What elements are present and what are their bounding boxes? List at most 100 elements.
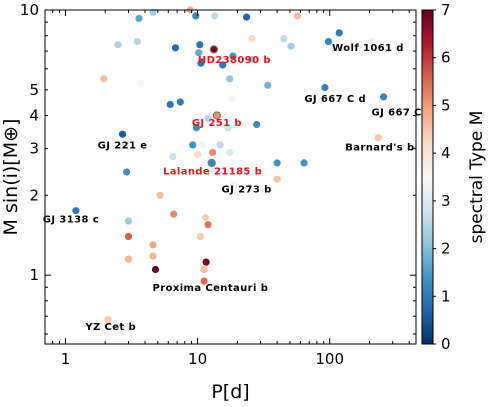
colorbar-label: spectral Type M [467, 111, 487, 244]
data-point [171, 44, 180, 52]
data-point [197, 59, 205, 67]
colorbar-tick-label: 5 [441, 96, 451, 114]
planet-annotations: HD238090 b Wolf 1061 d GJ 667 C d GJ 667 C … [43, 43, 434, 333]
data-point [196, 232, 204, 240]
data-point [192, 124, 200, 132]
data-point [374, 134, 382, 142]
planet-label: Wolf 1061 d [332, 43, 404, 54]
x-tick-label: 10 [188, 350, 207, 368]
data-point [230, 180, 238, 188]
data-point [124, 255, 133, 263]
data-point [248, 35, 256, 43]
y-tick-label: 3 [29, 140, 39, 158]
data-point [380, 93, 388, 101]
colorbar [421, 9, 434, 345]
data-point [195, 49, 203, 57]
data-point [335, 29, 343, 37]
x-tick-label: 100 [315, 350, 344, 368]
data-point [166, 100, 174, 109]
data-point [264, 81, 272, 89]
data-point [293, 12, 301, 20]
y-axis: 1 2 3 4 5 10 [20, 1, 416, 335]
colorbar-tick-label: 0 [441, 335, 451, 353]
y-tick-label: 10 [20, 1, 39, 19]
data-point [229, 52, 237, 60]
data-points [72, 6, 388, 324]
data-point [202, 213, 210, 222]
data-point [200, 265, 208, 274]
planet-label: Proxima Centauri b [153, 283, 269, 294]
data-point [169, 153, 177, 161]
data-point [149, 241, 157, 249]
colorbar-tick-label: 1 [441, 287, 451, 305]
x-tick-label: 1 [61, 350, 71, 368]
data-point [124, 232, 133, 240]
data-point [368, 38, 376, 46]
colorbar-tick-label: 3 [441, 192, 451, 210]
planet-label: GJ 3138 c [43, 215, 99, 226]
data-point [247, 56, 255, 64]
data-point [280, 35, 288, 43]
y-tick-label: 4 [29, 107, 39, 125]
data-point [189, 141, 197, 149]
colorbar-tick-label: 2 [441, 240, 451, 258]
data-point [135, 14, 143, 22]
data-point [204, 114, 212, 122]
data-point [204, 221, 212, 229]
planet-label: HD238090 b [198, 55, 271, 66]
data-point [221, 166, 229, 174]
data-point [114, 41, 122, 49]
data-point [133, 38, 141, 46]
x-axis: 1 10 100 [44, 10, 410, 368]
data-point [273, 159, 281, 167]
data-point [209, 45, 219, 54]
planet-label: GJ 273 b [222, 185, 272, 196]
planet-label: GJ 667 C g [372, 108, 434, 119]
colorbar-tick-label: 6 [441, 49, 451, 67]
data-point [100, 75, 108, 83]
data-point [200, 277, 208, 285]
data-point [219, 61, 227, 69]
y-axis-label: M sin(i)[M⊕] [0, 119, 22, 236]
y-tick-label: 1 [29, 266, 39, 284]
data-point [149, 8, 157, 16]
data-point [192, 12, 200, 20]
data-point [287, 42, 295, 50]
data-point [72, 207, 80, 215]
data-point [321, 83, 329, 92]
data-point [198, 141, 206, 149]
data-point [170, 210, 178, 218]
colorbar-tick-label: 7 [441, 1, 451, 19]
data-point [149, 252, 157, 260]
data-point [123, 168, 131, 176]
data-point [212, 111, 222, 120]
data-point [176, 98, 184, 106]
x-axis-label: P[d] [211, 381, 249, 403]
colorbar-tick-label: 4 [441, 144, 451, 162]
y-tick-label: 2 [29, 186, 39, 204]
data-point [209, 148, 217, 157]
planet-label: Barnard's b [345, 143, 414, 154]
data-point [156, 191, 164, 199]
plot-frame [44, 9, 417, 345]
data-point [216, 141, 224, 149]
data-point [253, 120, 261, 129]
data-point [228, 95, 236, 103]
data-point [118, 130, 127, 138]
data-point [207, 158, 216, 168]
data-point [151, 265, 160, 274]
data-point [194, 151, 202, 159]
data-point [196, 41, 204, 49]
data-point [273, 175, 281, 183]
data-point [226, 75, 234, 83]
planet-label: YZ Cet b [84, 322, 136, 333]
data-point [243, 13, 251, 21]
data-point [124, 217, 133, 225]
planet-label: GJ 251 b [192, 118, 242, 129]
y-tick-label: 5 [29, 81, 39, 99]
data-point [136, 79, 145, 87]
data-point [226, 148, 234, 157]
planet-label: GJ 221 e [98, 141, 148, 152]
colorbar-ticks: 0 1 2 3 4 5 6 7 [433, 1, 451, 353]
